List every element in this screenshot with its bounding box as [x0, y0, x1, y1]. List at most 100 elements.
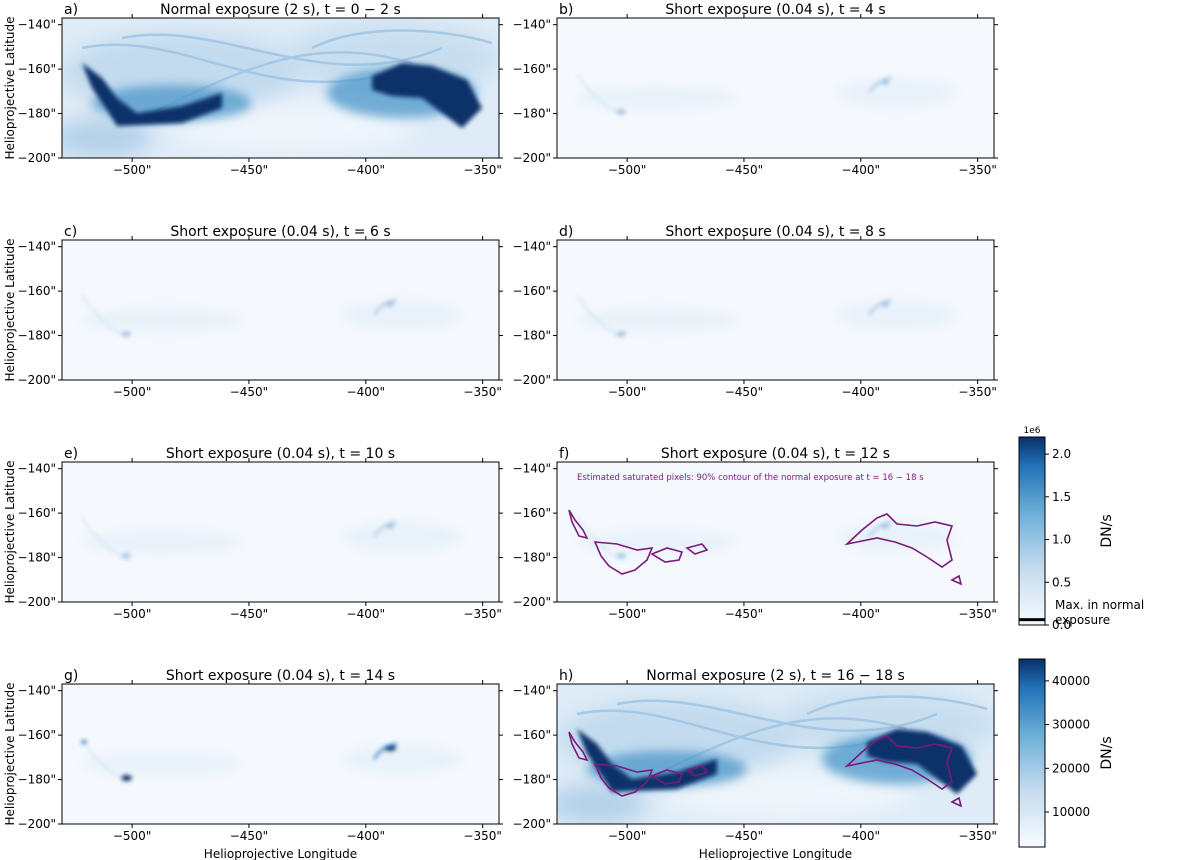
panel-c: c) Short exposure (0.04 s), t = 6 s −500" −…	[3, 224, 503, 399]
x-tick-label: −500"	[608, 829, 646, 843]
y-axis-label: Helioprojective Latitude	[3, 682, 17, 825]
y-tick-label: −200"	[513, 595, 551, 609]
x-tick-label: −350"	[958, 163, 996, 177]
y-tick-label: −140"	[513, 18, 551, 32]
colorbar-gradient	[1018, 658, 1046, 848]
y-tick-label: −180"	[18, 551, 56, 565]
y-tick-label: −160"	[513, 62, 551, 76]
x-tick-label: −350"	[463, 385, 501, 399]
panel-title: Normal exposure (2 s), t = 0 − 2 s	[160, 2, 401, 18]
x-tick-label: −350"	[463, 163, 501, 177]
y-tick-label: −180"	[513, 551, 551, 565]
x-tick-label: −450"	[725, 163, 763, 177]
x-tick-label: −500"	[608, 385, 646, 399]
x-tick-label: −450"	[230, 607, 268, 621]
colorbar-gradient	[1018, 436, 1046, 626]
panel-title: Short exposure (0.04 s), t = 12 s	[661, 446, 890, 462]
colorbar-max-marker	[1019, 618, 1045, 622]
x-tick-label: −500"	[113, 829, 151, 843]
heatmap-image	[557, 240, 994, 380]
y-tick-label: −160"	[513, 506, 551, 520]
axes-frame	[556, 17, 995, 159]
x-tick-label: −450"	[725, 385, 763, 399]
colorbar-tick-label: 0.5	[1052, 575, 1071, 589]
axes-frame	[61, 17, 500, 159]
colorbar-exponent: 1e6	[1024, 426, 1041, 436]
colorbar-tick-label: 0.0	[1052, 618, 1071, 632]
heatmap-image	[557, 18, 994, 158]
y-tick-label: −200"	[18, 817, 56, 831]
y-tick-label: −180"	[513, 329, 551, 343]
x-tick-label: −400"	[842, 607, 880, 621]
y-tick-label: −160"	[18, 728, 56, 742]
y-tick-label: −200"	[18, 595, 56, 609]
colorbar-tick-label: 2.0	[1052, 447, 1071, 461]
x-axis-label: Helioprojective Longitude	[699, 847, 852, 860]
y-tick-label: −140"	[513, 684, 551, 698]
colorbar-normal: 10000 20000 30000 40000 DN/s	[1018, 658, 1115, 848]
panel-title: Short exposure (0.04 s), t = 14 s	[166, 668, 395, 684]
panel-f: f) Short exposure (0.04 s), t = 12 s −500"…	[513, 446, 998, 621]
x-tick-label: −350"	[463, 829, 501, 843]
panel-label: f)	[559, 446, 569, 462]
y-tick-label: −140"	[18, 18, 56, 32]
panel-label: a)	[64, 2, 78, 18]
panel-label: g)	[64, 668, 78, 684]
y-tick-label: −140"	[18, 462, 56, 476]
y-axis-label: Helioprojective Latitude	[3, 460, 17, 603]
colorbar-tick-label: 30000	[1052, 718, 1090, 732]
x-tick-label: −400"	[842, 163, 880, 177]
x-tick-label: −400"	[347, 829, 385, 843]
y-tick-label: −160"	[18, 284, 56, 298]
colorbar-tick-label: 40000	[1052, 674, 1090, 688]
panel-e: e) Short exposure (0.04 s), t = 10 s −500"…	[3, 446, 503, 621]
y-tick-label: −140"	[513, 462, 551, 476]
heatmap-image	[62, 462, 499, 602]
colorbar-label: DN/s	[1099, 514, 1115, 547]
x-tick-label: −400"	[842, 385, 880, 399]
axes-frame	[556, 683, 995, 825]
axes-frame	[556, 239, 995, 381]
panel-g: g) Short exposure (0.04 s), t = 14 s −500"…	[3, 668, 503, 860]
contour-annotation: Estimated saturated pixels: 90% contour …	[577, 473, 924, 483]
x-tick-label: −450"	[230, 163, 268, 177]
heatmap-image	[557, 684, 994, 824]
x-tick-label: −350"	[958, 607, 996, 621]
y-tick-label: −180"	[513, 107, 551, 121]
panel-a: a) Normal exposure (2 s), t = 0 − 2 s −500…	[3, 2, 503, 177]
panel-b: b) Short exposure (0.04 s), t = 4 s −500" −…	[513, 2, 998, 177]
y-tick-label: −180"	[18, 329, 56, 343]
y-tick-label: −160"	[513, 728, 551, 742]
heatmap-image	[62, 240, 499, 380]
y-tick-label: −160"	[18, 506, 56, 520]
panel-title: Short exposure (0.04 s), t = 10 s	[166, 446, 395, 462]
x-tick-label: −350"	[958, 829, 996, 843]
x-tick-label: −400"	[347, 607, 385, 621]
colorbar-max-label: Max. in normal exposure	[1055, 598, 1144, 627]
x-tick-label: −400"	[347, 385, 385, 399]
y-tick-label: −200"	[513, 151, 551, 165]
colorbar-tick-label: 20000	[1052, 761, 1090, 775]
y-tick-label: −140"	[18, 240, 56, 254]
y-tick-label: −180"	[513, 773, 551, 787]
panel-d: d) Short exposure (0.04 s), t = 8 s −500" −…	[513, 224, 998, 399]
y-tick-label: −180"	[18, 773, 56, 787]
colorbar-tick-label: 10000	[1052, 805, 1090, 819]
heatmap-image	[62, 18, 499, 158]
x-tick-label: −500"	[113, 385, 151, 399]
axes-frame	[61, 683, 500, 825]
panel-title: Short exposure (0.04 s), t = 6 s	[170, 224, 390, 240]
panel-title: Normal exposure (2 s), t = 16 − 18 s	[646, 668, 905, 684]
x-tick-label: −400"	[347, 163, 385, 177]
y-axis-label: Helioprojective Latitude	[3, 16, 17, 159]
x-tick-label: −450"	[230, 829, 268, 843]
x-tick-label: −500"	[608, 607, 646, 621]
x-axis-label: Helioprojective Longitude	[204, 847, 357, 860]
axes-frame	[556, 461, 995, 603]
panel-label: b)	[559, 2, 573, 18]
y-tick-label: −200"	[18, 373, 56, 387]
x-tick-label: −350"	[958, 385, 996, 399]
panel-title: Short exposure (0.04 s), t = 4 s	[665, 2, 885, 18]
x-tick-label: −500"	[113, 607, 151, 621]
